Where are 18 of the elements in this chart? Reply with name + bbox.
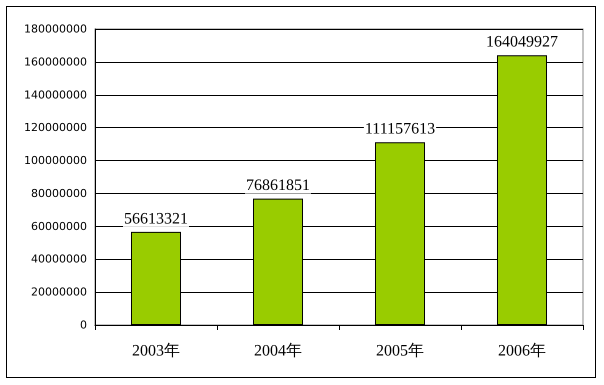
x-tick-label: 2003年 xyxy=(132,342,180,360)
y-tick-label: 160000000 xyxy=(24,55,87,68)
x-tick-label: 2006年 xyxy=(498,342,546,360)
y-tick-label: 140000000 xyxy=(24,88,87,102)
x-tick-label: 2005年 xyxy=(376,342,424,360)
y-tick-label: 20000000 xyxy=(31,286,87,299)
y-tick-label: 60000000 xyxy=(31,220,87,233)
data-label: 164049927 xyxy=(486,34,558,51)
y-tick-label: 80000000 xyxy=(31,186,87,200)
y-tick-label: 180000000 xyxy=(24,22,87,36)
y-tick-label: 100000000 xyxy=(24,154,87,168)
y-tick-label: 0 xyxy=(80,318,87,332)
y-tick-label: 40000000 xyxy=(31,252,87,266)
data-label: 76861851 xyxy=(246,177,310,194)
data-label: 56613321 xyxy=(124,210,188,228)
x-tick-label: 2004年 xyxy=(254,342,302,360)
data-label: 111157613 xyxy=(364,120,436,138)
y-tick-label: 120000000 xyxy=(24,121,87,134)
